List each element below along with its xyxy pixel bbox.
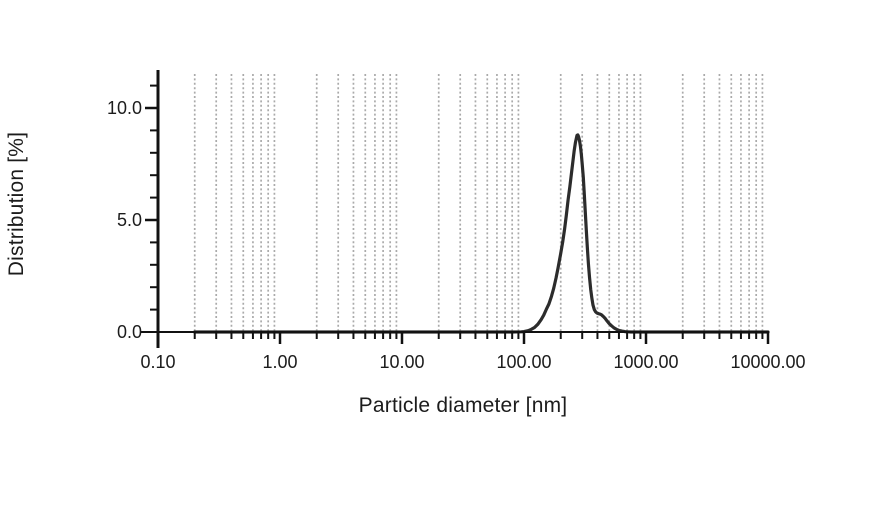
x-tick-label: 0.10 [140,352,175,372]
x-axis-title: Particle diameter [nm] [358,394,568,417]
x-tick-label: 10000.00 [730,352,805,372]
y-tick-label: 5.0 [117,210,142,230]
x-tick-label: 1.00 [262,352,297,372]
y-tick-label: 10.0 [107,98,142,118]
x-tick-label: 10.00 [379,352,424,372]
x-tick-label: 100.00 [496,352,551,372]
x-tick-label: 1000.00 [613,352,678,372]
distribution-curve [193,133,770,334]
y-tick-label: 0.0 [117,322,142,342]
y-axis-title: Distribution [%] [5,131,28,277]
